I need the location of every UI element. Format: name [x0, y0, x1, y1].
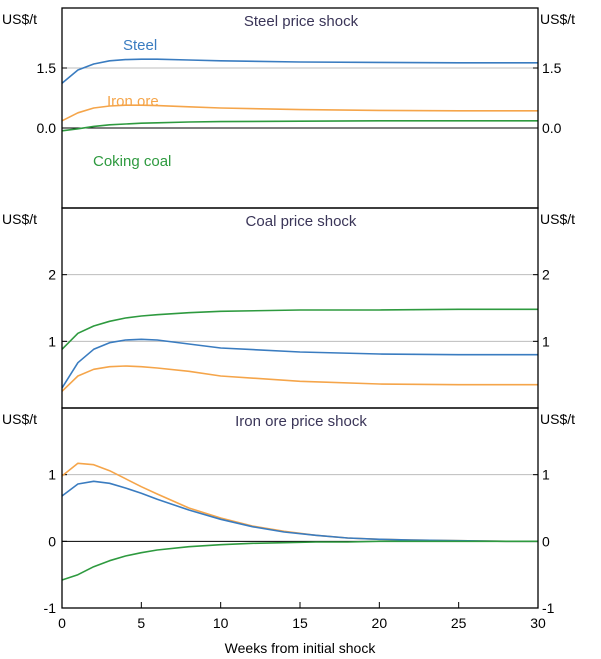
unit-label-right: US$/t: [540, 211, 575, 227]
panel-title: Iron ore price shock: [235, 413, 367, 430]
series-line-steel: [61, 480, 538, 543]
series-line-coking-coal: [61, 120, 538, 132]
unit-label-right: US$/t: [540, 411, 575, 427]
y-tick-label-left: 1.5: [37, 60, 57, 76]
unit-label-left: US$/t: [2, 11, 37, 27]
x-tick-label: 10: [213, 615, 229, 631]
panel-2: 2 2 1 1 US$/t US$/t Coal price shock: [2, 207, 575, 409]
series-line-coking-coal: [61, 540, 538, 581]
y-tick-label-left: 2: [48, 267, 56, 283]
panel-title: Coal price shock: [246, 213, 357, 230]
y-tick-label-left: 0: [48, 533, 56, 549]
x-tick-label: 5: [137, 615, 145, 631]
x-tick-label: 0: [58, 615, 66, 631]
panel-frame: [61, 207, 539, 409]
y-tick-label-right: 1: [542, 467, 550, 483]
series-line-steel: [61, 58, 538, 84]
series-line-coking-coal: [61, 308, 538, 350]
y-tick-label-right: 1: [542, 333, 550, 349]
y-tick-label-right: 0.0: [542, 120, 562, 136]
x-axis-title: Weeks from initial shock: [225, 640, 377, 656]
x-tick-label: 15: [292, 615, 308, 631]
series-line-iron-ore: [61, 365, 538, 392]
unit-label-right: US$/t: [540, 11, 575, 27]
x-tick-label: 25: [451, 615, 467, 631]
y-tick-label-right: 1.5: [542, 60, 562, 76]
y-tick-label-left: -1: [44, 600, 57, 616]
y-tick-label-right: -1: [542, 600, 555, 616]
y-tick-label-left: 0.0: [37, 120, 57, 136]
y-tick-label-left: 1: [48, 333, 56, 349]
panel-title: Steel price shock: [244, 13, 359, 30]
series-line-steel: [61, 338, 538, 389]
y-tick-label-right: 0: [542, 533, 550, 549]
unit-label-left: US$/t: [2, 411, 37, 427]
panel-1: 1.5 1.5 0.0 0.0 US$/t US$/t Steel price shock S…: [2, 7, 575, 209]
series-label-steel: Steel: [123, 37, 157, 54]
panel-frame: [61, 407, 539, 609]
series-line-iron-ore: [61, 104, 538, 122]
unit-label-left: US$/t: [2, 211, 37, 227]
y-tick-label-right: 2: [542, 267, 550, 283]
x-tick-label: 20: [372, 615, 388, 631]
series-label-coking-coal: Coking coal: [93, 153, 171, 170]
y-tick-label-left: 1: [48, 467, 56, 483]
x-tick-label: 30: [530, 615, 546, 631]
series-label-iron-ore: Iron ore: [107, 93, 159, 110]
